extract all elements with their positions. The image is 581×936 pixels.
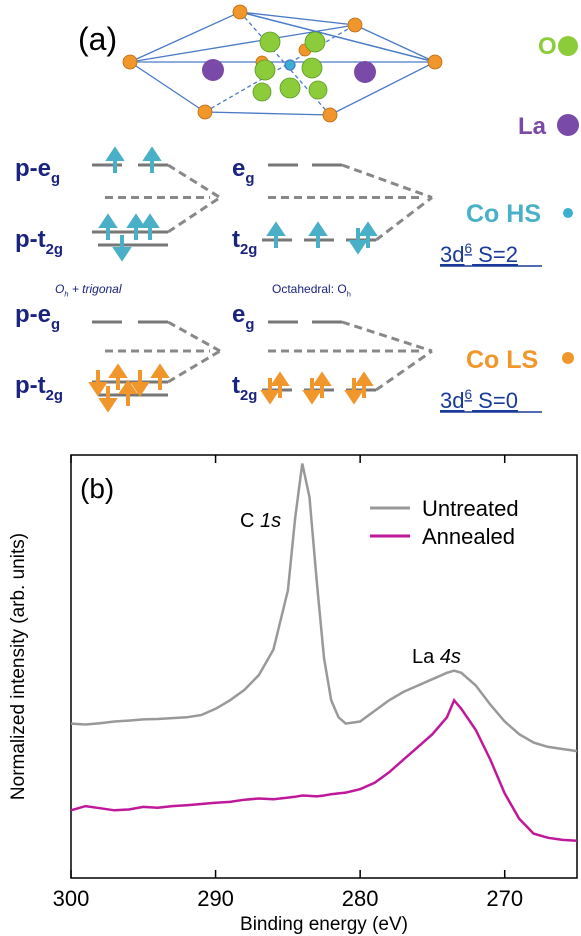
- label: 3d6 S=0: [440, 387, 518, 413]
- spin-arrow: [150, 363, 170, 390]
- spin-arrow: [266, 221, 286, 248]
- spin-arrow: [312, 371, 332, 398]
- spin-arrow: [142, 146, 162, 173]
- spin-arrow: [112, 235, 132, 262]
- label: 3d6 S=2: [440, 241, 518, 267]
- x-tick-label: 270: [486, 886, 523, 911]
- annotation-part: C: [240, 510, 260, 532]
- spin-arrow: [98, 386, 118, 413]
- superscript: 6: [464, 241, 472, 256]
- spin-arrow: [260, 378, 280, 405]
- panel-label: (a): [78, 21, 117, 57]
- plot-frame: [70, 454, 578, 879]
- spin-arrow: [348, 228, 368, 255]
- label-part: p-t: [15, 372, 46, 399]
- annotation: La 4s: [412, 646, 461, 668]
- spin-arrow: [354, 371, 374, 398]
- annotation-part: 1s: [260, 510, 281, 532]
- species-icon: [562, 352, 574, 364]
- superscript: 6: [464, 387, 472, 402]
- legend-label: O: [538, 33, 557, 60]
- subscript: 2g: [46, 388, 63, 404]
- label: t2g: [232, 226, 257, 258]
- label: p-eg: [15, 301, 60, 333]
- series-line: [70, 697, 578, 843]
- label: p-t2g: [15, 372, 63, 404]
- label: p-t2g: [15, 226, 63, 258]
- label-part: p-e: [15, 301, 51, 328]
- subscript: g: [245, 171, 254, 187]
- label: Oh + trigonal: [55, 282, 122, 299]
- spin-arrow: [105, 146, 125, 173]
- label-part: p-e: [15, 155, 51, 182]
- legend-icon: [558, 36, 578, 56]
- species-icon: [563, 208, 573, 218]
- spin-arrow: [108, 363, 128, 390]
- legend-label: La: [518, 113, 547, 140]
- x-tick-label: 300: [53, 886, 90, 911]
- spin-arrow: [98, 213, 118, 240]
- x-tick-label: 290: [197, 886, 234, 911]
- label: eg: [232, 301, 254, 333]
- x-tick-label: 280: [342, 886, 379, 911]
- label-part: Octahedral: O: [272, 282, 347, 296]
- connector: [268, 163, 433, 242]
- crystal: [122, 4, 443, 123]
- connector: [268, 320, 433, 392]
- y-axis-label: Normalized intensity (arb. units): [8, 533, 29, 800]
- annotation-part: 4s: [440, 646, 461, 668]
- subscript: g: [51, 171, 60, 187]
- label-part: S=0: [472, 388, 518, 413]
- spin-arrow: [344, 378, 364, 405]
- label: p-eg: [15, 155, 60, 187]
- label-part: O: [55, 282, 64, 296]
- connector: [105, 320, 221, 384]
- spin-arrow: [302, 378, 322, 405]
- panel-label: (b): [80, 473, 114, 504]
- legend-label: Annealed: [422, 524, 515, 549]
- label-part: p-t: [15, 226, 46, 253]
- x-axis-label: Binding energy (eV): [240, 914, 408, 935]
- subscript: 2g: [46, 242, 63, 258]
- label-part: S=2: [472, 242, 518, 267]
- subscript: g: [51, 317, 60, 333]
- spin-arrow: [308, 221, 328, 248]
- spin-arrow: [140, 213, 160, 240]
- spin-arrow: [358, 221, 378, 248]
- label-part: 3d: [440, 242, 464, 267]
- label-part: 3d: [440, 388, 464, 413]
- label: eg: [232, 155, 254, 187]
- subscript: h: [64, 290, 68, 299]
- series-line: [70, 463, 578, 753]
- chart: 300 290 280 270 Binding energy (eV) Normalize…: [8, 454, 578, 935]
- spin-arrow: [88, 370, 108, 397]
- spin-arrow: [130, 370, 150, 397]
- label: Octahedral: Oh: [272, 282, 351, 299]
- subscript: g: [245, 317, 254, 333]
- spin-arrow: [270, 371, 290, 398]
- spin-arrow: [126, 213, 146, 240]
- label-part: t: [232, 226, 240, 253]
- label-part: e: [232, 155, 245, 182]
- connector: [105, 163, 221, 234]
- label: t2g: [232, 372, 257, 404]
- subscript: 2g: [240, 388, 257, 404]
- species-label: Co LS: [466, 346, 538, 374]
- spin-arrow: [118, 379, 138, 406]
- species-label: Co HS: [466, 200, 541, 228]
- subscript: h: [347, 290, 351, 299]
- legend-icon: [557, 114, 579, 136]
- subscript: 2g: [240, 242, 257, 258]
- annotation: C 1s: [240, 510, 281, 532]
- legend-label: Untreated: [422, 496, 519, 521]
- label-part: + trigonal: [68, 282, 121, 296]
- annotation-part: La: [412, 646, 440, 668]
- label-part: t: [232, 372, 240, 399]
- label-part: e: [232, 301, 245, 328]
